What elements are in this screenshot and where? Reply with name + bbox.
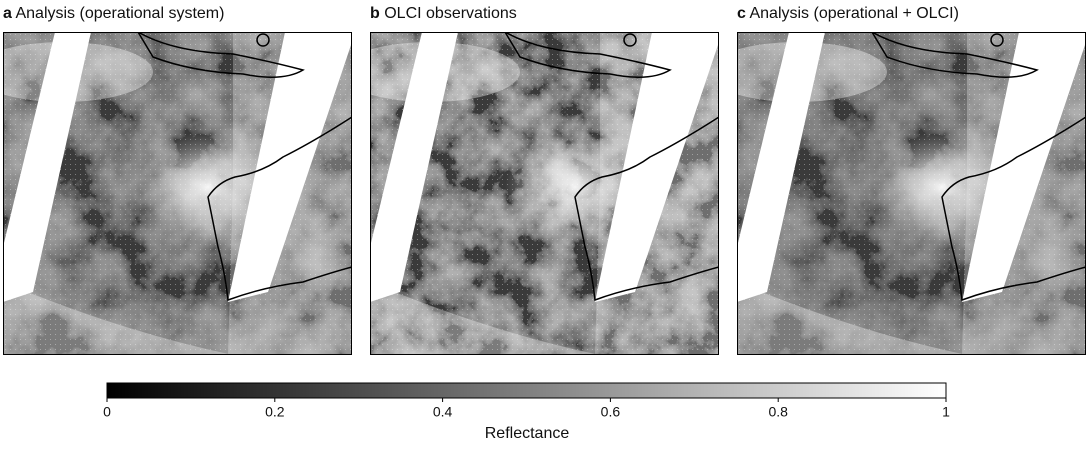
panel-letter: b [370, 5, 380, 22]
colorbar-label: Reflectance [485, 425, 570, 442]
panel-title-text: OLCI observations [384, 5, 517, 22]
panel-title-text: Analysis (operational + OLCI) [749, 5, 958, 22]
tick-label: 0.8 [768, 404, 788, 420]
panel-title: b OLCI observations [370, 5, 517, 22]
tick-label: 0.2 [265, 404, 285, 420]
tick-label: 0.4 [433, 404, 453, 420]
panel-image [3, 32, 352, 355]
panel-title-text: Analysis (operational system) [15, 5, 224, 22]
panel-image [737, 32, 1086, 355]
panel-image [370, 32, 719, 355]
tick-label: 0.6 [601, 404, 621, 420]
panel-title: c Analysis (operational + OLCI) [737, 5, 959, 22]
tick-label: 1 [942, 404, 950, 420]
tick-label: 0 [103, 404, 111, 420]
colorbar [106, 382, 947, 399]
panel-letter: a [3, 5, 12, 22]
panel-title: a Analysis (operational system) [3, 5, 224, 22]
panel-letter: c [737, 5, 746, 22]
